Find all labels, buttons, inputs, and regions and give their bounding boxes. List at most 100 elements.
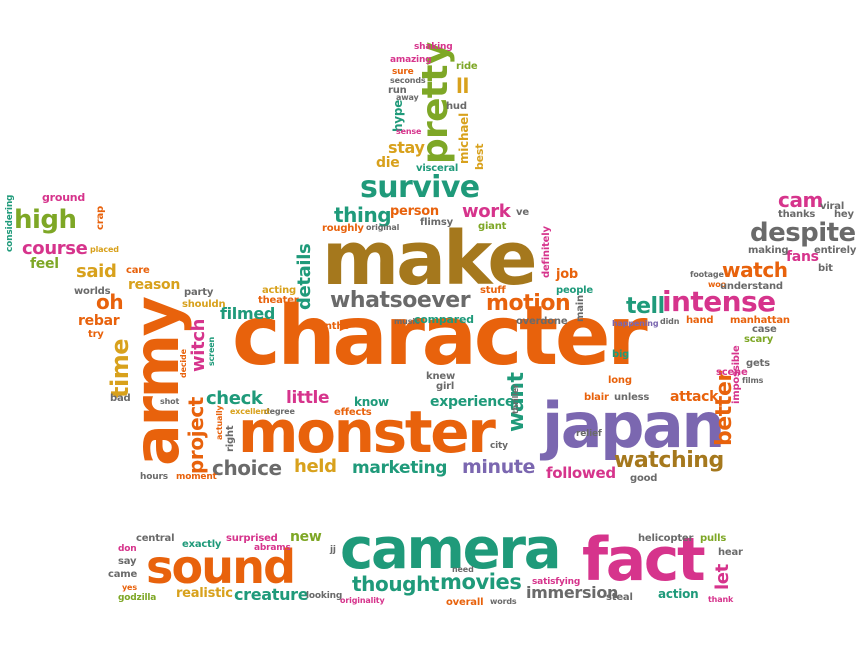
word-looking: looking: [306, 591, 343, 601]
word-survive: survive: [360, 170, 480, 205]
word-care: care: [126, 265, 150, 276]
word-manhattan: manhattan: [730, 315, 790, 326]
word-job: job: [556, 267, 578, 282]
word-said: said: [76, 261, 117, 282]
word-pulls: pulls: [700, 533, 727, 544]
word-happening: happening: [612, 319, 659, 328]
word-making: making: [748, 245, 789, 256]
word-immersion: immersion: [526, 583, 619, 602]
word-flimsy: flimsy: [420, 217, 453, 228]
word-understand: understand: [720, 281, 783, 292]
word-hand: hand: [686, 315, 714, 326]
word-despite: despite: [750, 218, 856, 248]
word-scary: scary: [744, 334, 774, 345]
word-girl: girl: [436, 381, 455, 392]
word-project: project: [184, 397, 208, 474]
word-best: best: [473, 143, 486, 170]
word-gets: gets: [746, 358, 770, 369]
word-little: little: [286, 388, 330, 408]
word-bit: bit: [818, 263, 833, 274]
word-came: came: [108, 569, 138, 580]
word-watch: watch: [722, 258, 788, 282]
word-didn: didn: [660, 317, 680, 326]
word-reason: reason: [128, 277, 181, 293]
word-don: don: [118, 544, 137, 554]
word-japan: japan: [542, 389, 726, 462]
word-bad: bad: [110, 393, 131, 404]
word-run: run: [388, 85, 407, 96]
word-actually: actually: [215, 405, 224, 440]
word-ride: ride: [456, 61, 478, 72]
word-feel: feel: [30, 256, 59, 272]
word-overdone: overdone: [516, 316, 568, 327]
word-degree: degree: [264, 407, 295, 416]
word-motion: motion: [486, 291, 571, 316]
word-work: work: [462, 201, 511, 222]
word-surprised: surprised: [226, 533, 278, 544]
word-cam: cam: [778, 188, 823, 212]
word-fact: fact: [582, 525, 706, 595]
word-stuff: stuff: [480, 285, 506, 296]
word-marketing: marketing: [352, 458, 448, 478]
word-ll: ll: [456, 74, 469, 98]
word-creature: creature: [234, 585, 309, 604]
word-shaking: shaking: [414, 42, 453, 52]
word-whatsoever: whatsoever: [330, 288, 471, 313]
word-realistic: realistic: [176, 586, 233, 601]
word-time: time: [106, 338, 134, 398]
word-intense: intense: [662, 285, 776, 318]
word-stay: stay: [388, 138, 425, 157]
word-make: make: [322, 216, 538, 302]
word-roughly: roughly: [322, 223, 364, 234]
word-viral: viral: [820, 201, 845, 212]
word-central: central: [136, 533, 175, 544]
word-thing: thing: [334, 203, 392, 227]
word-yes: yes: [122, 583, 137, 592]
word-giant: giant: [478, 221, 507, 232]
word-helicopter: helicopter: [638, 533, 694, 544]
word-seconds: seconds: [390, 76, 426, 85]
word-right: right: [225, 425, 236, 452]
word-tell: tell: [626, 294, 665, 319]
word-decide: decide: [179, 349, 188, 378]
word-scene: scene: [716, 367, 748, 378]
word-camera: camera: [340, 517, 562, 582]
word-moment: moment: [176, 472, 217, 482]
word-fans: fans: [786, 249, 819, 265]
word-action: action: [658, 587, 699, 601]
word-acting: acting: [262, 285, 296, 296]
word-try: try: [88, 329, 104, 340]
word-entirely: entirely: [814, 245, 857, 256]
word-hours: hours: [140, 472, 168, 482]
word-unless: unless: [614, 392, 650, 403]
word-hear: hear: [718, 547, 743, 558]
word-michael: michael: [457, 113, 471, 164]
word-relief: relief: [576, 429, 602, 439]
word-rebar: rebar: [78, 313, 120, 329]
word-thanks: thanks: [778, 209, 816, 220]
word-shouldn: shouldn: [182, 299, 226, 310]
word-know: know: [354, 395, 389, 409]
word-big: big: [612, 349, 630, 360]
word-footage: footage: [690, 270, 724, 279]
word-thought: thought: [352, 572, 440, 596]
word-abrams: abrams: [254, 543, 291, 553]
word-new: new: [290, 529, 322, 545]
word-ve: ve: [516, 207, 529, 218]
word-excellent: excellent: [230, 407, 270, 416]
word-theater: theater: [258, 295, 299, 306]
word-filmed: filmed: [220, 304, 275, 323]
word-sound: sound: [146, 540, 296, 594]
word-party: party: [184, 287, 214, 298]
word-movies: movies: [440, 570, 522, 594]
word-overall: overall: [446, 597, 484, 608]
word-jj: jj: [330, 545, 336, 555]
word-originality: originality: [340, 596, 385, 605]
word-oh: oh: [96, 290, 124, 314]
word-music: music: [394, 317, 420, 326]
word-long: long: [608, 375, 632, 386]
word-good: good: [630, 473, 658, 484]
word-main: main: [575, 295, 586, 322]
word-say: say: [118, 556, 137, 567]
word-steal: steal: [606, 592, 633, 603]
